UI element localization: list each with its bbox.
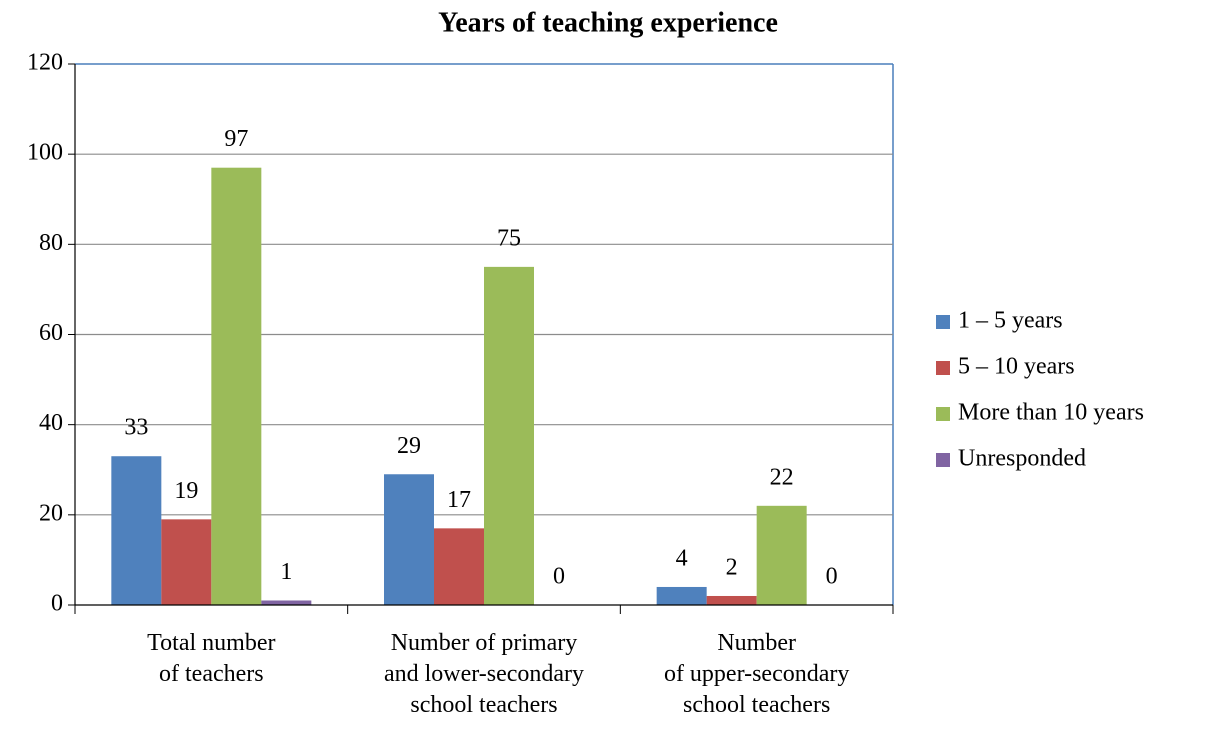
legend-swatch xyxy=(936,315,950,329)
data-label: 29 xyxy=(397,433,421,459)
chart-title: Years of teaching experience xyxy=(438,7,778,38)
x-tick-label-line: Number of primary xyxy=(391,630,578,656)
legend-swatch xyxy=(936,407,950,421)
x-tick-label-line: Number xyxy=(717,630,796,656)
x-tick-label-line: and lower-secondary xyxy=(384,661,584,687)
legend-swatch xyxy=(936,361,950,375)
legend-label: More than 10 years xyxy=(958,400,1144,426)
data-label: 33 xyxy=(124,415,148,441)
y-tick-label: 40 xyxy=(39,410,63,436)
bar xyxy=(161,519,212,605)
y-tick-label: 0 xyxy=(51,591,63,617)
data-label: 19 xyxy=(174,478,198,504)
y-tick-label: 100 xyxy=(27,140,63,166)
data-label: 1 xyxy=(280,559,292,585)
bar xyxy=(656,586,707,605)
x-tick-label-line: school teachers xyxy=(683,692,830,718)
bar xyxy=(756,505,807,605)
x-tick-label-line: school teachers xyxy=(410,692,557,718)
data-label: 2 xyxy=(726,554,738,580)
data-label: 4 xyxy=(676,545,688,571)
bar xyxy=(211,167,262,606)
y-tick-label: 120 xyxy=(27,50,63,76)
x-tick-label-line: of teachers xyxy=(159,661,264,687)
y-tick-label: 80 xyxy=(39,230,63,256)
x-tick-label: Total number of teachers xyxy=(147,630,275,687)
bar xyxy=(111,456,162,605)
x-tick-label-line: Total number xyxy=(147,630,275,656)
x-tick-label-line: of upper-secondary xyxy=(664,661,849,687)
legend-label: Unresponded xyxy=(958,446,1086,472)
data-label: 17 xyxy=(447,487,471,513)
bar xyxy=(484,266,534,605)
data-label: 0 xyxy=(826,564,838,590)
x-tick-label: Number of upper-secondary school teachers xyxy=(664,630,849,718)
data-label: 0 xyxy=(553,564,565,590)
y-tick-label: 20 xyxy=(39,500,63,526)
legend-label: 5 – 10 years xyxy=(958,354,1075,380)
bar xyxy=(261,600,312,605)
legend-swatch xyxy=(936,453,950,467)
data-label: 75 xyxy=(497,225,521,251)
bar xyxy=(384,474,434,605)
bar xyxy=(706,595,757,605)
data-label: 22 xyxy=(770,464,794,490)
y-tick-label: 60 xyxy=(39,320,63,346)
data-label: 97 xyxy=(224,126,248,152)
x-tick-label: Number of primary and lower-secondary scho… xyxy=(384,630,584,718)
legend-label: 1 – 5 years xyxy=(958,308,1063,334)
bar xyxy=(434,528,484,605)
